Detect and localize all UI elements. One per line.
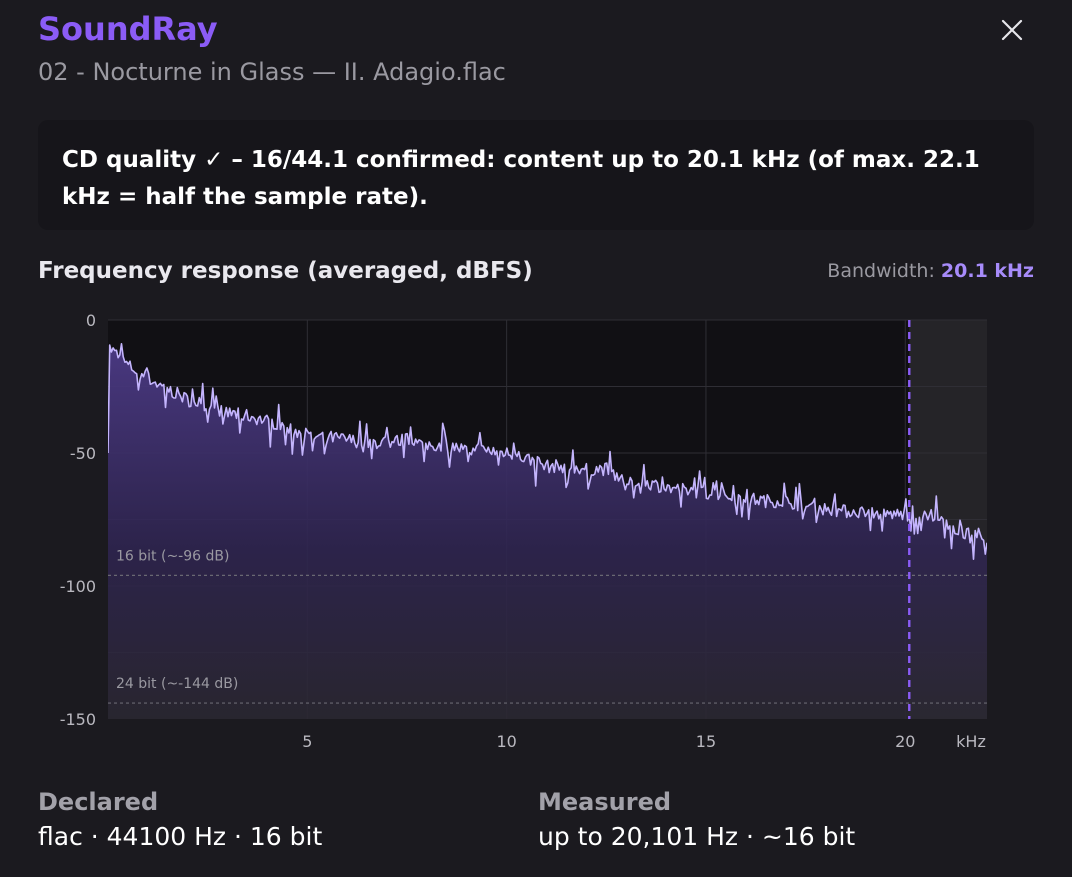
app-title: SoundRay xyxy=(38,10,218,48)
measured-label: Measured xyxy=(538,788,672,816)
y-tick-label: -50 xyxy=(70,444,96,463)
chart-title: Frequency response (averaged, dBFS) xyxy=(38,258,533,284)
x-unit-label: kHz xyxy=(956,732,986,751)
y-tick-label: -150 xyxy=(60,710,96,729)
bandwidth-value: 20.1 kHz xyxy=(940,260,1034,282)
measured-block: Measured up to 20,101 Hz · ~16 bit xyxy=(538,788,855,851)
x-tick-label: 10 xyxy=(496,732,516,751)
bandwidth-label: Bandwidth: xyxy=(827,260,935,282)
spectrum-area xyxy=(108,343,987,719)
y-tick-label: -100 xyxy=(60,577,96,596)
x-tick-label: 20 xyxy=(895,732,915,751)
declared-value: flac · 44100 Hz · 16 bit xyxy=(38,822,323,851)
file-name: 02 - Nocturne in Glass — II. Adagio.flac xyxy=(38,58,506,86)
bandwidth-readout: Bandwidth: 20.1 kHz xyxy=(827,260,1034,282)
spectrum-line xyxy=(108,343,987,560)
x-tick-label: 15 xyxy=(696,732,716,751)
y-tick-label: 0 xyxy=(86,311,96,330)
verdict-text: CD quality ✓ – 16/44.1 confirmed: conten… xyxy=(62,147,980,210)
declared-block: Declared flac · 44100 Hz · 16 bit xyxy=(38,788,322,851)
close-icon xyxy=(1001,19,1023,41)
verdict-banner: CD quality ✓ – 16/44.1 confirmed: conten… xyxy=(38,120,1034,230)
close-button[interactable] xyxy=(996,14,1028,46)
declared-label: Declared xyxy=(38,788,159,816)
reference-label-24bit: 24 bit (~-144 dB) xyxy=(116,676,238,692)
reference-label-16bit: 16 bit (~-96 dB) xyxy=(116,548,229,564)
measured-value: up to 20,101 Hz · ~16 bit xyxy=(538,822,856,851)
frequency-response-chart: 16 bit (~-96 dB) 24 bit (~-144 dB) 0 -50 -10… xyxy=(60,311,987,751)
x-tick-label: 5 xyxy=(302,732,312,751)
